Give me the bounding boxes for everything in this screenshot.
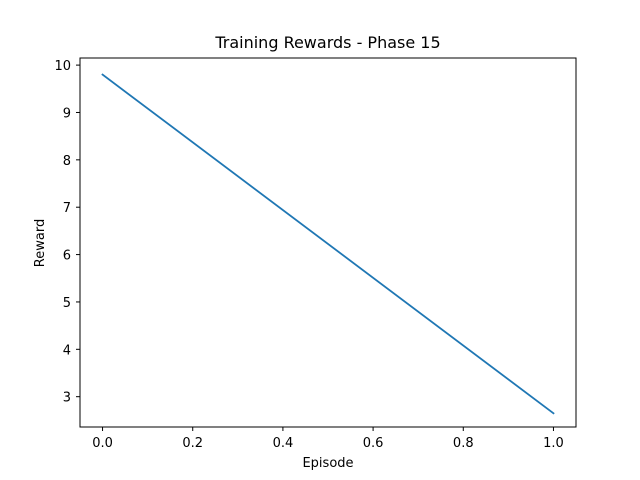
plot-frame <box>79 57 577 428</box>
x-tick-label: 0.2 <box>182 436 203 451</box>
y-axis-ticks: 3 4 5 6 7 8 9 10 <box>54 59 80 406</box>
y-tick-label: 7 <box>63 201 71 216</box>
y-tick-label: 6 <box>63 249 71 264</box>
series-layer <box>101 73 555 415</box>
y-axis-label: Reward <box>33 219 48 267</box>
x-tick-label: 0.4 <box>273 436 294 451</box>
y-tick-label: 3 <box>63 391 71 406</box>
x-axis-label: Episode <box>302 456 353 471</box>
y-tick-label: 4 <box>63 343 71 358</box>
x-tick-label: 1.0 <box>543 436 564 451</box>
x-tick-label: 0.6 <box>363 436 384 451</box>
y-tick-label: 10 <box>54 59 71 74</box>
plot-area <box>79 57 577 428</box>
y-tick-label: 8 <box>63 154 71 169</box>
y-tick-label: 5 <box>63 296 71 311</box>
x-axis-ticks: 0.0 0.2 0.4 0.6 0.8 1.0 <box>92 427 564 451</box>
reward-series-line <box>101 73 555 415</box>
x-tick-label: 0.8 <box>453 436 474 451</box>
y-tick-label: 9 <box>63 106 71 121</box>
x-tick-label: 0.0 <box>92 436 113 451</box>
chart-title: Training Rewards - Phase 15 <box>214 33 440 52</box>
